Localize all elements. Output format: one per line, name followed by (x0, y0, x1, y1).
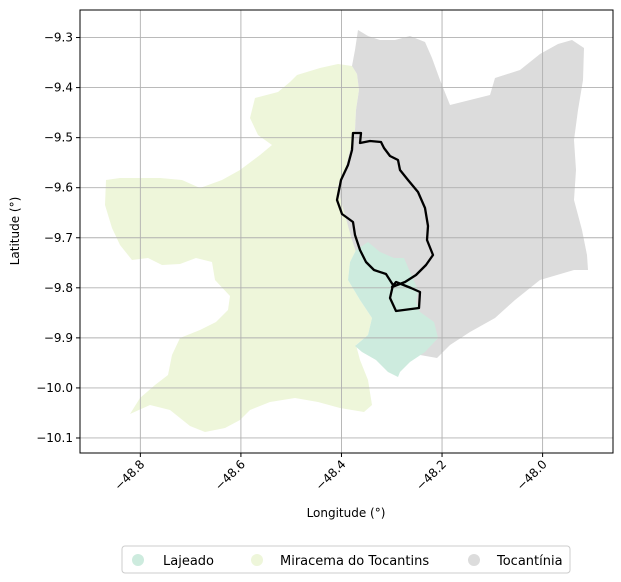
y-tick-label: −9.7 (44, 231, 73, 245)
axes-frame (79, 9, 614, 454)
x-tick-label: −48.6 (212, 457, 248, 493)
x-tick-label: −48.0 (514, 457, 550, 493)
x-tick-label: −48.2 (413, 457, 449, 493)
y-axis-title: Latitude (°) (8, 197, 22, 266)
y-tick-label: −9.4 (44, 81, 73, 95)
legend-marker-miracema (251, 554, 263, 566)
y-tick-label: −9.9 (44, 331, 73, 345)
legend-marker-lajeado (132, 554, 144, 566)
y-tick-label: −9.6 (44, 181, 73, 195)
y-tick-label: −10.0 (36, 381, 73, 395)
region-miracema-do-tocantins (105, 64, 372, 432)
legend-marker-tocantinia (468, 554, 480, 566)
x-axis: −48.8 −48.6 −48.4 −48.2 −48.0 (112, 453, 550, 493)
legend: Lajeado Miracema do Tocantins Tocantínia (121, 545, 571, 574)
y-tick-label: −9.3 (44, 31, 73, 45)
regions-layer (105, 30, 588, 432)
x-axis-title: Longitude (°) (307, 506, 386, 520)
gridlines (80, 10, 613, 453)
legend-label-lajeado: Lajeado (163, 554, 214, 569)
legend-label-tocantinia: Tocantínia (496, 554, 563, 569)
legend-frame (121, 545, 571, 574)
y-tick-label: −10.1 (36, 431, 73, 445)
highlighted-area-boundary (335, 131, 435, 313)
x-tick-label: −48.8 (112, 457, 148, 493)
y-tick-label: −9.8 (44, 281, 73, 295)
y-tick-label: −9.5 (44, 131, 73, 145)
x-tick-label: −48.4 (313, 457, 349, 493)
legend-label-miracema: Miracema do Tocantins (280, 554, 429, 569)
y-axis: −9.3 −9.4 −9.5 −9.6 −9.7 −9.8 −9.9 −10.0 −10.1 (36, 31, 80, 445)
region-lajeado (348, 242, 438, 377)
